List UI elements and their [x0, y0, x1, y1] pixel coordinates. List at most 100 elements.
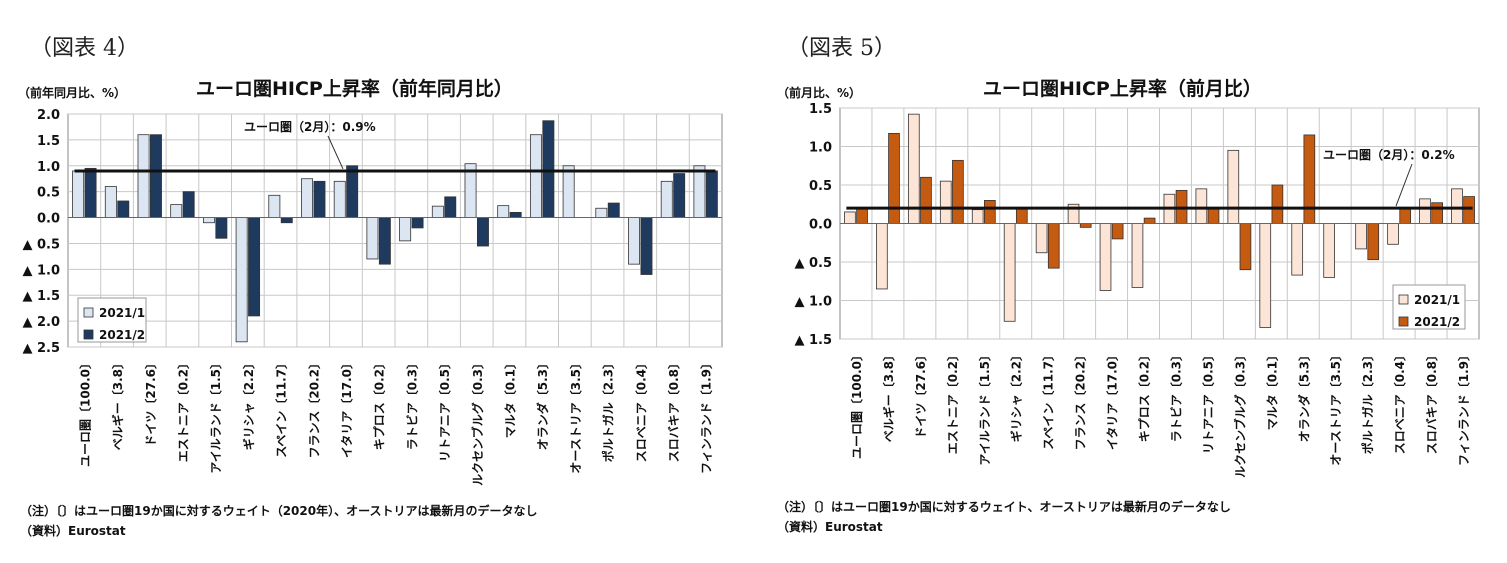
- bar-2021-1-15: [562, 165, 575, 218]
- bar-2021-1-16: [595, 207, 608, 218]
- chart-panel-mom: （図表 5） （前月比、%） ユーロ圏HICP上昇率（前月比） 1.5 1.0 0.…: [757, 0, 1507, 563]
- x-category-label: エストニア〔0.2〕: [175, 357, 190, 462]
- x-category-label: ドイツ〔27.6〕: [143, 357, 158, 447]
- bar-2021-2-2: [150, 134, 162, 218]
- bar-2021-2-5: [248, 217, 261, 317]
- x-category-label: ラトビア〔0.3〕: [1168, 349, 1183, 442]
- reference-line-label: ユーロ圏（2月）：0.2%: [1323, 147, 1455, 162]
- bar-2021-2-1: [888, 133, 900, 224]
- x-category-label: イタリア〔17.0〕: [339, 357, 354, 458]
- y-tick-label: 0.0: [37, 212, 60, 227]
- x-category-label: フィンランド〔1.9〕: [1456, 349, 1471, 466]
- bar-2021-1-18: [1419, 198, 1431, 224]
- legend: 2021/1 2021/2: [1392, 284, 1466, 330]
- bar-2021-2-12: [1239, 223, 1252, 271]
- footnote: （注）〔〕はユーロ圏19か国に対するウェイト、オーストリアは最新月のデータなし: [777, 500, 1231, 514]
- x-category-label: スペイン〔11.7〕: [274, 357, 289, 458]
- bar-2021-1-3: [170, 204, 183, 218]
- bar-2021-1-4: [971, 209, 984, 224]
- bar-2021-2-8: [1111, 223, 1124, 240]
- x-category-label: フランス〔20.2〕: [1073, 349, 1088, 450]
- bar-2021-2-1: [117, 200, 130, 218]
- bar-2021-1-3: [939, 180, 952, 224]
- bar-2021-2-7: [1079, 223, 1092, 228]
- legend-swatch: [83, 307, 94, 318]
- x-category-label: フィンランド〔1.9〕: [699, 357, 714, 474]
- bar-2021-1-17: [628, 217, 640, 265]
- bar-2021-1-9: [366, 217, 379, 260]
- legend-label: 2021/1: [99, 306, 145, 320]
- bar-2021-2-16: [607, 202, 620, 218]
- legend-swatch: [1398, 294, 1409, 305]
- x-category-label: スペイン〔11.7〕: [1041, 349, 1056, 450]
- bar-2021-2-4: [984, 199, 996, 224]
- bar-2021-2-17: [640, 217, 653, 275]
- x-category-label: キプロス〔0.2〕: [1137, 349, 1152, 442]
- bar-2021-1-9: [1131, 223, 1144, 288]
- bar-2021-1-14: [529, 134, 542, 218]
- bar-2021-2-13: [1271, 184, 1284, 224]
- bar-2021-1-2: [137, 134, 150, 218]
- bar-2021-1-11: [1195, 188, 1208, 224]
- y-tick-label: ▲ 2.5: [22, 341, 60, 356]
- y-tick-label: ▲ 1.0: [22, 263, 60, 278]
- bar-2021-2-11: [444, 196, 457, 218]
- bar-2021-1-6: [1035, 223, 1048, 254]
- bar-2021-1-8: [1099, 223, 1112, 291]
- x-category-label: ベルギー〔3.8〕: [110, 357, 125, 450]
- x-category-label: ラトビア〔0.3〕: [404, 357, 419, 450]
- x-category-label: アイルランド〔1.5〕: [977, 349, 992, 466]
- x-category-label: オーストリア〔3.5〕: [568, 357, 583, 474]
- x-category-label: ギリシャ〔2.2〕: [1009, 349, 1024, 442]
- bar-2021-2-16: [1367, 223, 1380, 261]
- y-tick-label: 0.5: [37, 186, 60, 201]
- bar-2021-2-18: [673, 173, 686, 218]
- bar-2021-1-5: [1003, 223, 1016, 322]
- x-category-label: スロベニア〔0.4〕: [633, 357, 648, 462]
- bar-2021-1-1: [104, 186, 117, 218]
- x-category-label: ポルトガル〔2.3〕: [1360, 349, 1375, 454]
- bar-2021-2-19: [705, 170, 718, 218]
- bar-2021-1-11: [431, 205, 444, 218]
- bar-2021-1-19: [693, 165, 706, 218]
- bar-2021-2-14: [1303, 134, 1316, 224]
- bar-2021-2-13: [509, 211, 522, 218]
- y-tick-label: 1.0: [37, 160, 60, 175]
- legend: 2021/1 2021/2: [77, 297, 147, 343]
- unit-label: （前月比、%）: [777, 86, 862, 100]
- y-tick-label: ▲ 0.5: [794, 256, 832, 271]
- bar-2021-1-12: [1227, 149, 1240, 224]
- bar-2021-2-3: [952, 159, 964, 224]
- reference-line-pointer: [327, 135, 344, 170]
- reference-line-pointer: [1395, 163, 1413, 207]
- legend-swatch: [83, 329, 94, 340]
- bar-2021-1-13: [497, 205, 510, 218]
- y-tick-label: 1.5: [37, 134, 60, 149]
- unit-label: （前年同月比、%）: [18, 86, 127, 100]
- chart-panel-yoy: （図表 4） （前年同月比、%） ユーロ圏HICP上昇率（前年同月比） 2.0 1…: [0, 0, 750, 563]
- bar-2021-1-16: [1355, 223, 1367, 250]
- chart-title: ユーロ圏HICP上昇率（前年同月比）: [196, 78, 513, 100]
- x-category-label: ギリシャ〔2.2〕: [241, 357, 256, 450]
- x-category-label: オーストリア〔3.5〕: [1328, 349, 1343, 466]
- x-category-label: アイルランド〔1.5〕: [208, 357, 223, 474]
- bar-2021-2-18: [1431, 202, 1443, 224]
- x-category-label: ベルギー〔3.8〕: [881, 349, 896, 442]
- bar-2021-2-12: [477, 217, 489, 247]
- x-category-label: フランス〔20.2〕: [306, 357, 321, 458]
- bar-2021-1-5: [235, 217, 248, 343]
- bar-2021-2-0: [856, 207, 868, 224]
- bar-2021-2-6: [280, 217, 293, 224]
- bar-2021-1-4: [202, 217, 215, 224]
- y-tick-label: ▲ 1.5: [794, 333, 832, 348]
- bar-2021-2-2: [920, 176, 932, 224]
- legend-label: 2021/1: [1414, 293, 1460, 307]
- figure-label: （図表 4）: [30, 36, 139, 61]
- x-category-label: リトアニア〔0.5〕: [437, 357, 452, 462]
- x-category-label: ルクセンブルグ〔0.3〕: [1232, 349, 1247, 478]
- y-tick-label: 2.0: [37, 108, 60, 123]
- bar-2021-2-3: [182, 191, 195, 218]
- bar-2021-1-17: [1387, 223, 1399, 245]
- x-category-label: マルタ〔0.1〕: [1264, 349, 1279, 430]
- bar-2021-2-19: [1463, 196, 1475, 224]
